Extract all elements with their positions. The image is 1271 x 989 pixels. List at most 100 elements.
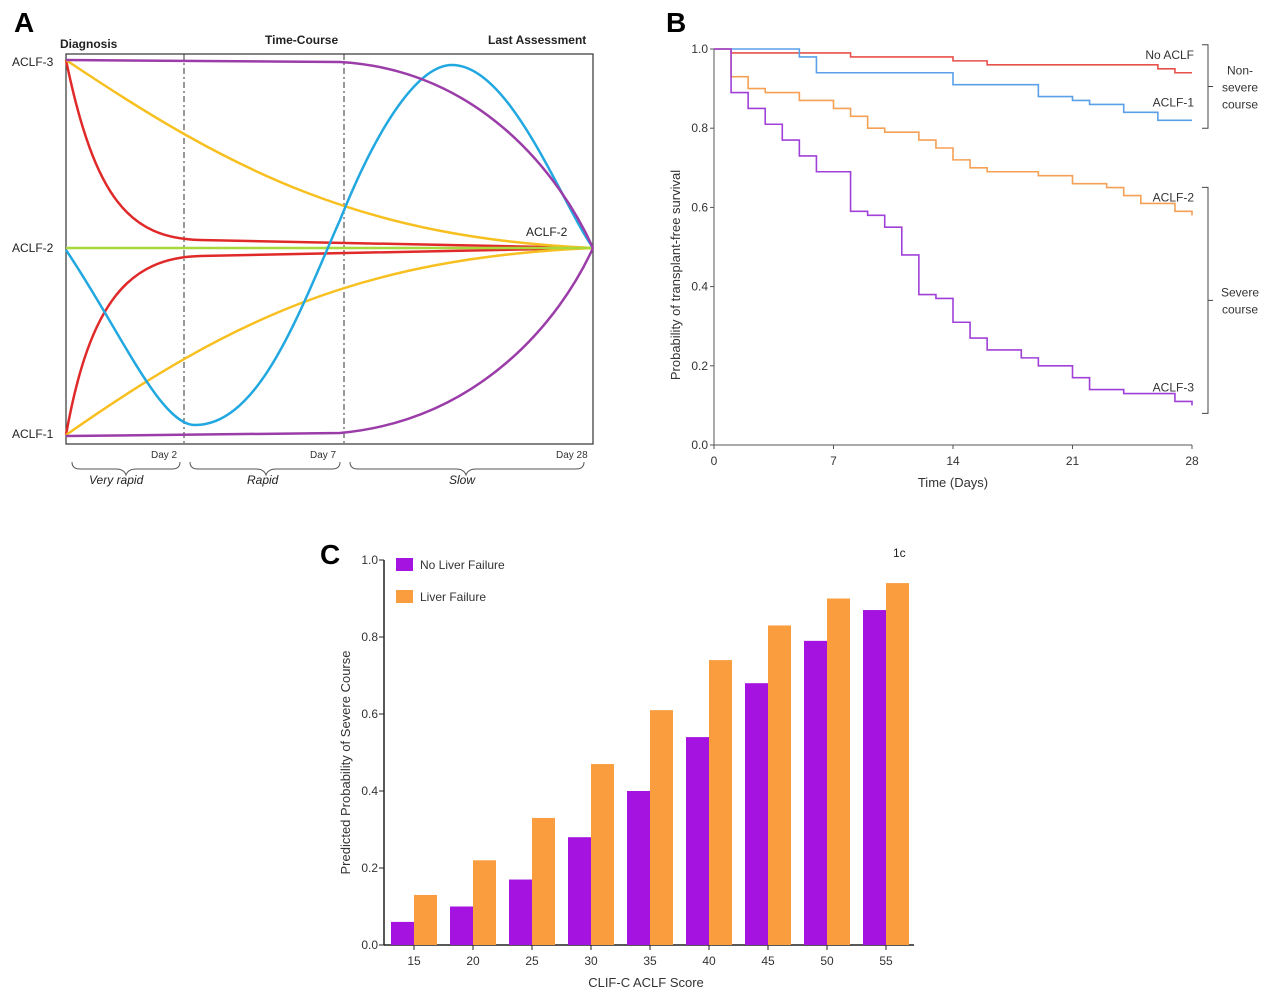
brace-very-rapid — [71, 461, 181, 477]
trajectory-purple-from-aclf1 — [65, 247, 595, 438]
panel-c-bar — [591, 764, 614, 945]
panel-c-bar — [627, 791, 650, 945]
panel-c-plot: 0.0 0.2 0.4 0.6 0.8 1.0 15 20 25 30 35 40 45 50 55 No L… — [361, 553, 914, 968]
trajectory-red-from-aclf3 — [64, 59, 594, 250]
panel-c-bar — [650, 710, 673, 945]
panel-b-ylabel: Probability of transplant-free survival — [668, 170, 683, 380]
panel-c-bar — [863, 610, 886, 945]
panel-c-x-tick-label: 35 — [643, 954, 657, 968]
panel-c-x-tick-label: 50 — [820, 954, 834, 968]
panel-b-group-bracket — [1202, 186, 1213, 414]
panel-a-day-2: Day 2 — [151, 450, 178, 461]
panel-b-series-label: ACLF-3 — [1153, 380, 1195, 394]
panel-b-y-tick-label: 1.0 — [691, 42, 708, 56]
panel-c-y-tick-label: 0.6 — [361, 707, 378, 721]
panel-b-series-line — [714, 48, 1193, 216]
panel-c-y-tick-label: 1.0 — [361, 553, 378, 567]
panel-b-series-line — [714, 48, 1192, 122]
panel-b-y-tick-label: 0.0 — [691, 438, 708, 452]
panel-b-x-tick-label: 28 — [1185, 454, 1199, 468]
panel-c-x-tick-label: 45 — [761, 954, 775, 968]
panel-b-series-line — [714, 48, 1192, 74]
panel-a-letter: A — [14, 7, 34, 38]
panel-b-series-label: ACLF-1 — [1153, 95, 1195, 109]
panel-c-xlabel: CLIF-C ACLF Score — [588, 975, 704, 989]
panel-c-x-tick-label: 15 — [407, 954, 421, 968]
panel-c-bar — [450, 906, 473, 945]
panel-b-xlabel: Time (Days) — [918, 475, 988, 490]
panel-c-y-tick-label: 0.0 — [361, 938, 378, 952]
panel-b-group-bracket — [1202, 44, 1213, 129]
panel-b-group-label: Non- — [1227, 64, 1253, 78]
panel-c-bar — [745, 683, 768, 945]
panel-c-x-tick-label: 30 — [584, 954, 598, 968]
phase-rapid: Rapid — [247, 473, 279, 487]
panel-b-x-tick-label: 21 — [1066, 454, 1080, 468]
panel-a-ylabel-aclf3: ACLF-3 — [12, 55, 54, 69]
panel-c-bar — [568, 837, 591, 945]
panel-b-x-tick-label: 0 — [711, 454, 718, 468]
panel-a-ylabel-aclf2: ACLF-2 — [12, 241, 54, 255]
panel-c-letter: C — [320, 539, 340, 570]
panel-b-plot: 0.0 0.2 0.4 0.6 0.8 1.0 0 7 14 21 28 No ACLF ACLF-1 A… — [691, 42, 1259, 468]
panel-c-corner-label: 1c — [893, 546, 906, 560]
trajectory-red-from-aclf1 — [64, 246, 594, 436]
panel-c-legend-label: Liver Failure — [420, 590, 486, 604]
panel-a-endpoint-label: ACLF-2 — [526, 225, 568, 239]
panel-c-bar — [709, 660, 732, 945]
panel-c-bar — [827, 598, 850, 945]
panel-c-bar — [509, 879, 532, 945]
panel-a-header-last-assessment: Last Assessment — [488, 33, 586, 47]
panel-b-series-line — [714, 48, 1193, 406]
panel-c-y-tick-label: 0.4 — [361, 784, 378, 798]
panel-c-x-tick-label: 25 — [525, 954, 539, 968]
panel-a-ylabel-aclf1: ACLF-1 — [12, 427, 54, 441]
panel-b-y-tick-label: 0.4 — [691, 280, 708, 294]
panel-c-ylabel: Predicted Probability of Severe Course — [338, 650, 353, 874]
panel-b-series-label: ACLF-2 — [1153, 190, 1195, 204]
panel-b-y-tick-label: 0.8 — [691, 121, 708, 135]
panel-c-bar — [414, 894, 437, 945]
panel-c-x-tick-label: 40 — [702, 954, 716, 968]
panel-a-header-diagnosis: Diagnosis — [60, 37, 118, 51]
panel-a: A Diagnosis Time-Course Last Assessment … — [12, 7, 595, 487]
panel-c: C 1c 0.0 0.2 0.4 0.6 0.8 1.0 15 20 25 30 35 40 45 50 5… — [320, 539, 914, 989]
panel-c-legend-swatch — [396, 558, 413, 571]
panel-c-bar — [768, 625, 791, 945]
trajectory-blue-fluctuating — [64, 63, 595, 427]
trajectory-purple-from-aclf3 — [65, 58, 595, 249]
panel-b: B 0.0 0.2 0.4 0.6 0.8 1.0 0 7 14 21 28 No ACLF ACLF-… — [666, 7, 1259, 490]
panel-b-y-tick-label: 0.6 — [691, 200, 708, 214]
panel-c-bar — [473, 860, 496, 945]
panel-a-day-7: Day 7 — [310, 450, 337, 461]
panel-b-group-label: course — [1222, 98, 1258, 112]
panel-c-bar — [391, 921, 414, 945]
panel-c-legend-swatch — [396, 590, 413, 603]
brace-rapid — [189, 461, 341, 477]
phase-very-rapid: Very rapid — [89, 473, 144, 487]
panel-c-y-tick-label: 0.8 — [361, 630, 378, 644]
brace-slow — [349, 461, 585, 477]
panel-c-bar — [886, 583, 909, 945]
panel-c-x-tick-label: 20 — [466, 954, 480, 968]
panel-b-y-tick-label: 0.2 — [691, 359, 708, 373]
trajectory-yellow-from-aclf1 — [65, 246, 594, 437]
phase-slow: Slow — [449, 473, 476, 487]
panel-c-bar — [686, 737, 709, 945]
panel-b-group-label: course — [1222, 302, 1258, 316]
panel-c-y-tick-label: 0.2 — [361, 861, 378, 875]
panel-b-group-label: Severe — [1221, 285, 1259, 299]
panel-a-day-28: Day 28 — [556, 450, 588, 461]
panel-c-bar — [804, 640, 827, 945]
panel-b-series-label: No ACLF — [1145, 48, 1194, 62]
panel-b-x-tick-label: 14 — [946, 454, 960, 468]
panel-b-group-label: severe — [1222, 81, 1258, 95]
panel-a-header-time-course: Time-Course — [265, 33, 338, 47]
panel-c-bar — [532, 817, 555, 945]
panel-c-legend-label: No Liver Failure — [420, 558, 505, 572]
panel-c-x-tick-label: 55 — [879, 954, 893, 968]
panel-b-letter: B — [666, 7, 686, 38]
trajectory-yellow-from-aclf3 — [65, 58, 594, 250]
panel-b-x-tick-label: 7 — [830, 454, 837, 468]
